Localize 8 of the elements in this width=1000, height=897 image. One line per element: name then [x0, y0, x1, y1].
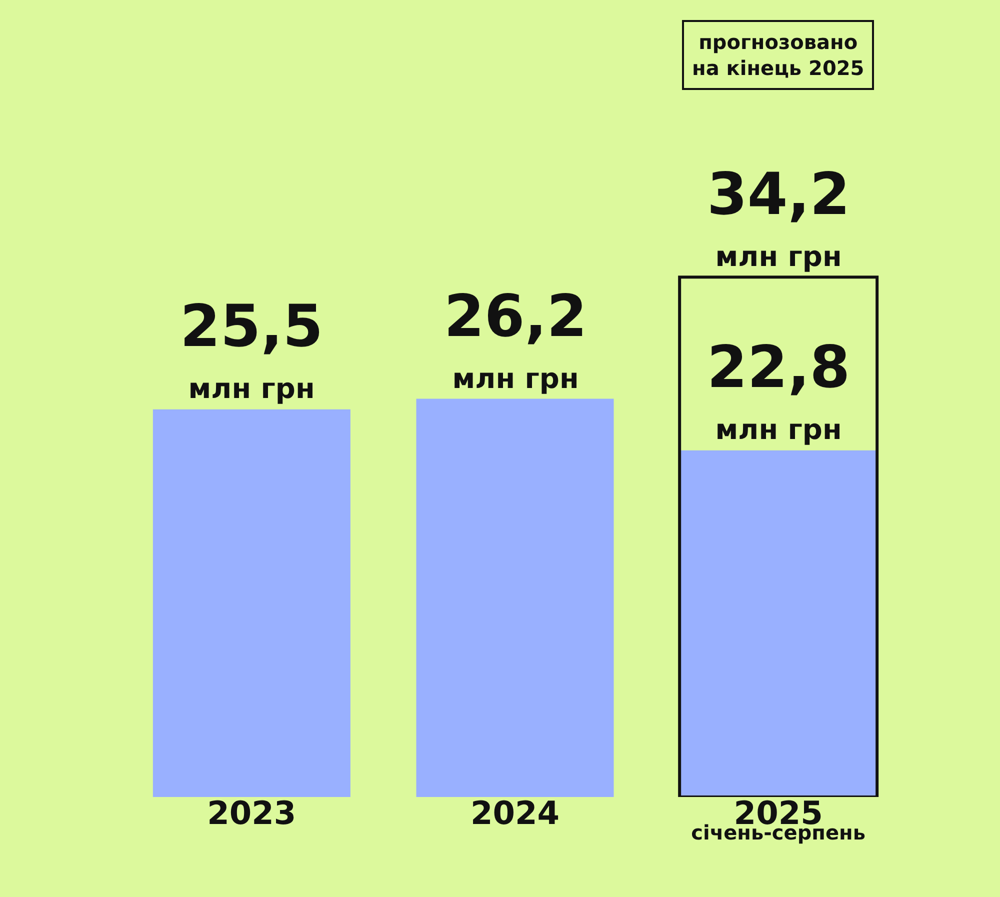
- text: прогнозовано на кінець 2025: [692, 30, 864, 80]
- data-label: 25,5 млн грн: [180, 292, 324, 405]
- data-label: 34,2 млн грн: [707, 160, 850, 273]
- x-tick-label: 2023: [207, 794, 296, 832]
- data-label: 22,8 млн грн: [707, 333, 850, 446]
- data-label: 26,2 млн грн: [444, 282, 588, 395]
- x-tick-label: 2025 січень-серпень: [691, 794, 866, 845]
- x-tick-label: 2024: [470, 794, 560, 832]
